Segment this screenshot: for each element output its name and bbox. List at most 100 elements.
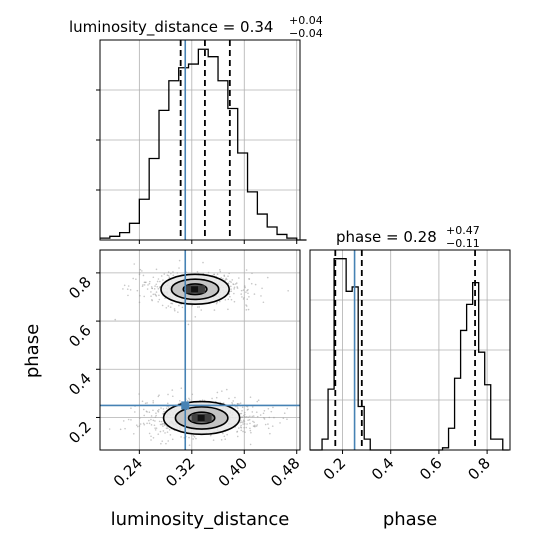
scatter-point: [148, 432, 151, 435]
scatter-point: [159, 423, 162, 426]
scatter-point: [171, 395, 174, 398]
scatter-point: [249, 415, 251, 418]
scatter-point: [227, 308, 229, 311]
scatter-point: [154, 420, 156, 422]
scatter-point: [122, 420, 125, 422]
scatter-point: [251, 411, 254, 413]
scatter-point: [240, 289, 243, 292]
scatter-point: [240, 419, 242, 422]
scatter-point: [263, 410, 266, 412]
scatter-point: [141, 400, 144, 403]
scatter-point: [144, 402, 147, 405]
scatter-point: [286, 418, 288, 421]
scatter-point: [246, 423, 248, 425]
scatter-point: [124, 427, 126, 430]
scatter-point: [230, 288, 232, 290]
scatter-point: [148, 422, 151, 425]
scatter-point: [138, 425, 141, 427]
scatter-point: [249, 443, 252, 446]
scatter-point: [242, 430, 244, 433]
scatter-point: [155, 412, 157, 414]
scatter-point: [196, 306, 199, 308]
joint-ytick-label-1: 0.4: [65, 369, 95, 399]
scatter-point: [122, 288, 124, 290]
scatter-point: [157, 300, 159, 303]
scatter-point: [142, 422, 145, 425]
scatter-point: [243, 426, 245, 429]
scatter-point: [152, 276, 155, 279]
scatter-point: [236, 287, 239, 289]
scatter-point: [138, 417, 141, 419]
scatter-point: [167, 393, 169, 396]
scatter-point: [150, 291, 152, 293]
scatter-point: [228, 293, 230, 296]
title-phase-upper-error: +0.47: [446, 224, 480, 237]
scatter-point: [156, 280, 159, 283]
scatter-point: [169, 434, 172, 436]
scatter-point: [255, 425, 258, 427]
scatter-point: [240, 424, 242, 427]
scatter-point: [148, 419, 150, 422]
scatter-point: [282, 417, 285, 419]
scatter-point: [172, 271, 174, 273]
scatter-point: [152, 401, 155, 404]
scatter-point: [135, 424, 138, 426]
scatter-point: [249, 429, 252, 432]
scatter-point: [138, 273, 141, 276]
scatter-point: [165, 427, 168, 430]
scatter-point: [147, 284, 149, 286]
scatter-point: [252, 420, 254, 423]
scatter-point: [168, 428, 171, 431]
scatter-point: [242, 289, 245, 291]
scatter-point: [247, 416, 249, 418]
scatter-point: [242, 423, 244, 425]
scatter-point: [200, 309, 203, 311]
scatter-point: [132, 432, 135, 435]
scatter-point: [239, 421, 242, 424]
joint-ytick-label-3: 0.8: [65, 273, 95, 303]
histogram-panel-luminosity-distance: [96, 39, 307, 244]
scatter-point: [155, 295, 158, 297]
scatter-point: [157, 433, 160, 435]
scatter-point: [165, 307, 168, 309]
joint-ytick-label-0: 0.2: [65, 418, 95, 448]
scatter-point: [243, 415, 246, 418]
scatter-point: [257, 399, 260, 402]
scatter-point: [241, 421, 243, 424]
scatter-point: [155, 427, 158, 429]
scatter-point: [230, 290, 233, 293]
scatter-point: [238, 403, 240, 405]
scatter-point: [262, 301, 265, 304]
scatter-point: [192, 438, 194, 440]
scatter-point: [153, 424, 156, 427]
scatter-point: [149, 280, 151, 283]
scatter-point: [233, 288, 235, 290]
scatter-point: [220, 276, 223, 279]
scatter-point: [216, 301, 218, 304]
scatter-point: [215, 396, 218, 399]
scatter-point: [160, 442, 162, 445]
scatter-point: [162, 425, 164, 427]
scatter-point: [243, 296, 245, 299]
scatter-point: [157, 411, 160, 413]
scatter-point: [238, 277, 240, 279]
scatter-point: [135, 278, 137, 281]
scatter-point: [227, 275, 229, 277]
scatter-point: [242, 419, 245, 422]
scatter-point: [245, 269, 248, 271]
scatter-point: [249, 422, 251, 425]
scatter-point: [179, 399, 181, 402]
scatter-point: [127, 294, 129, 297]
scatter-point: [238, 427, 240, 429]
scatter-point: [247, 308, 250, 311]
scatter-point: [194, 316, 197, 318]
scatter-point: [152, 400, 154, 402]
scatter-point: [159, 280, 161, 283]
title-luminosity-distance-upper-error: +0.04: [289, 14, 323, 27]
scatter-point: [166, 431, 169, 433]
scatter-point: [146, 422, 148, 425]
scatter-point: [188, 399, 191, 401]
hist2-frame: [309, 249, 511, 451]
scatter-point: [176, 272, 179, 274]
scatter-point: [150, 418, 152, 421]
